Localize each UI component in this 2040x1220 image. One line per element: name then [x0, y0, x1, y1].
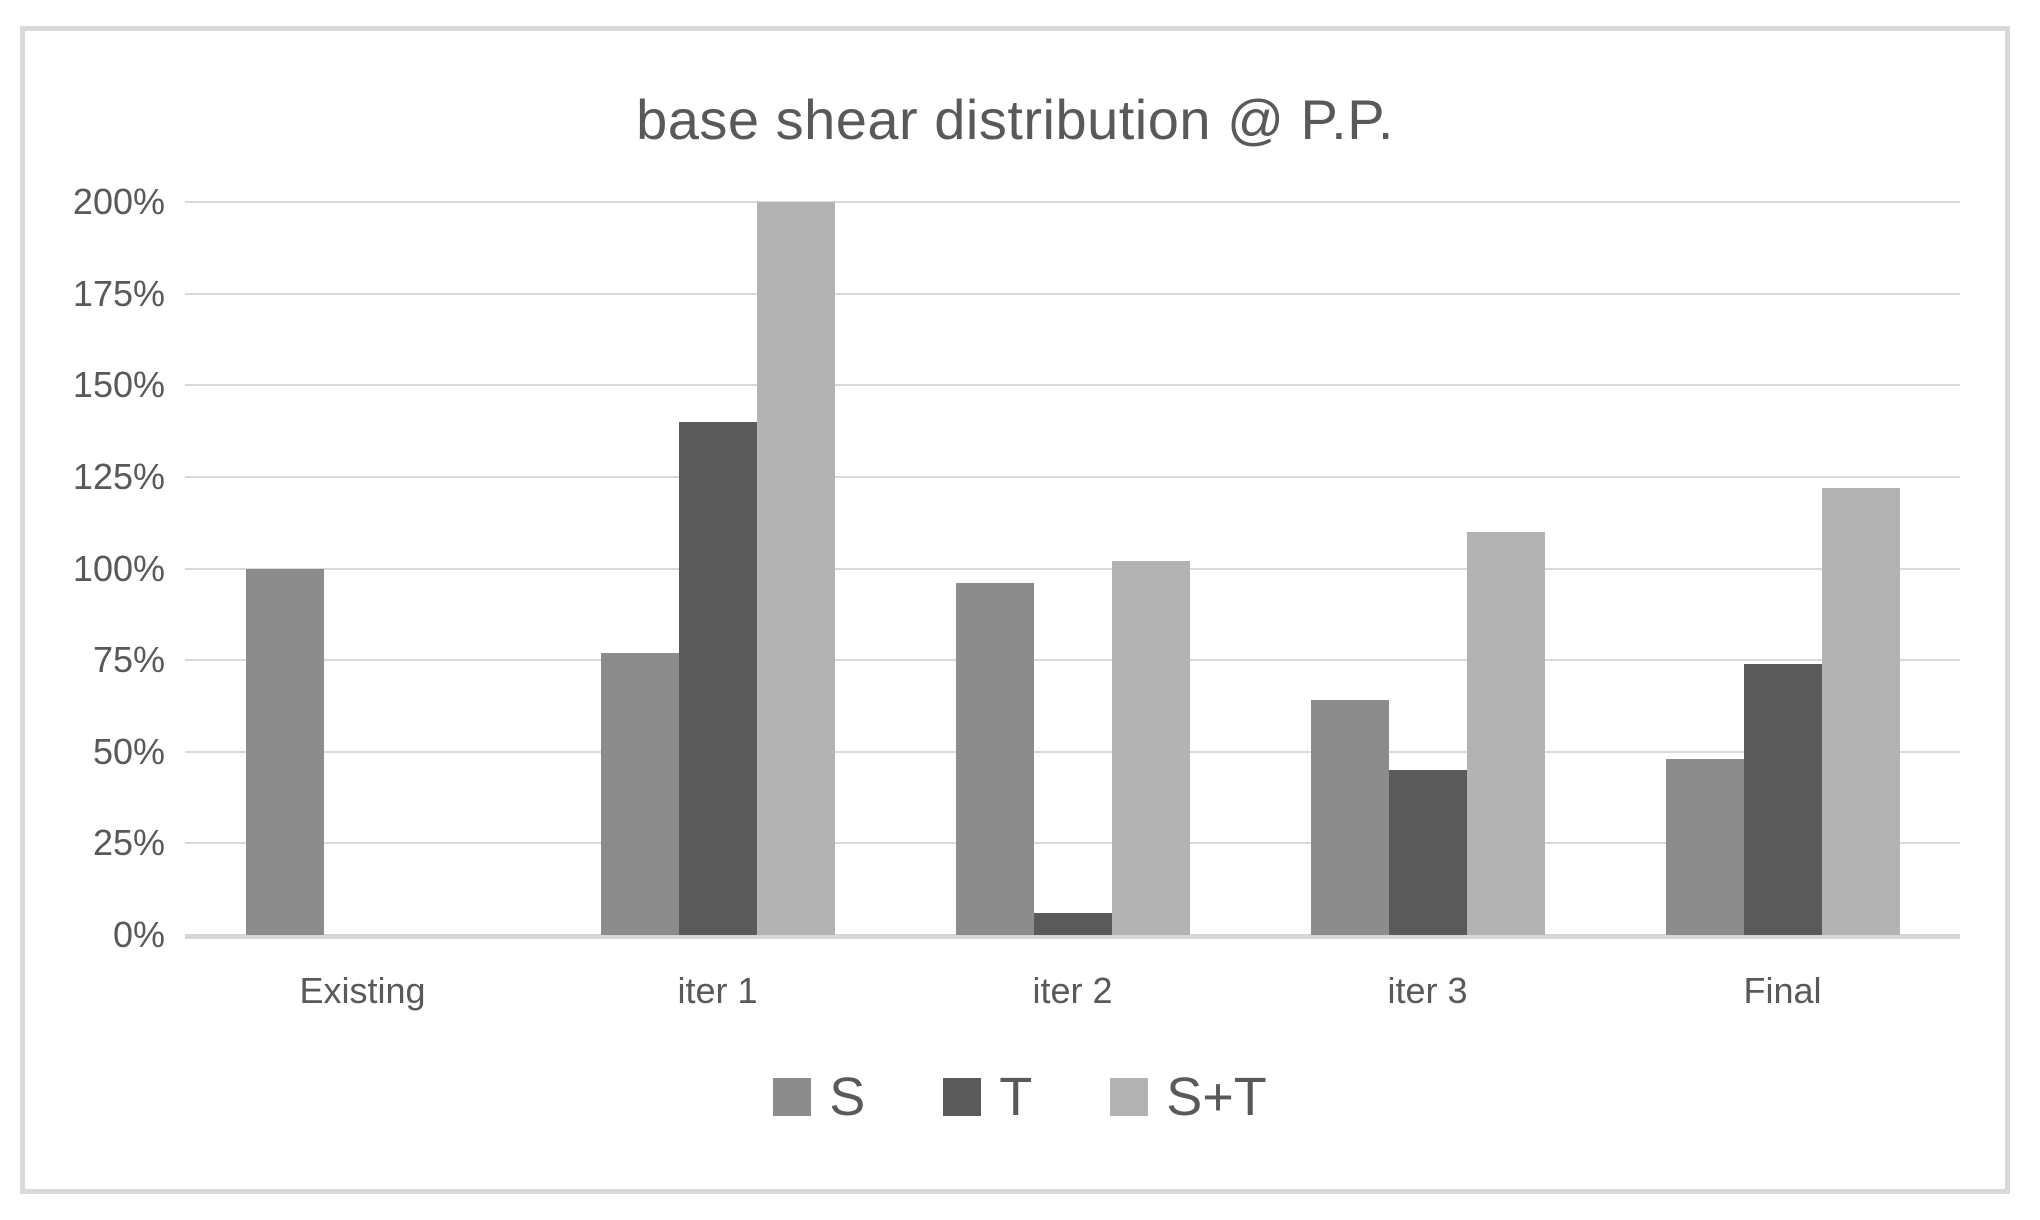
bar-S+T-Final	[1821, 487, 1900, 935]
bar-S-Final	[1665, 759, 1744, 935]
legend-label-T: T	[999, 1067, 1033, 1127]
gridline-25%	[185, 842, 1960, 845]
gridline-125%	[185, 475, 1960, 478]
bar-S+T-iter 1	[756, 202, 835, 935]
plot-area: 0% 25% 50% 75% 100% 125% 150% 175% 200% Existing…	[25, 31, 2005, 1189]
legend-item-T: T	[943, 1066, 1032, 1128]
y-tick-label-150%: 150%	[72, 364, 165, 406]
gridline-175%	[185, 292, 1960, 295]
legend-label-S: S	[829, 1067, 866, 1127]
y-tick-label-75%: 75%	[92, 639, 165, 681]
gridline-50%	[185, 750, 1960, 753]
y-tick-label-200%: 200%	[72, 181, 165, 222]
bar-T-iter 2	[1033, 913, 1112, 935]
y-tick-label-175%: 175%	[72, 272, 165, 314]
legend-label-S+T: S+T	[1166, 1067, 1267, 1127]
legend-item-S: S	[773, 1066, 865, 1128]
x-category-label-iter 2: iter 2	[1032, 970, 1113, 1011]
gridline-0%	[185, 934, 1960, 939]
y-tick-label-100%: 100%	[72, 547, 165, 589]
y-tick-label-0%: 0%	[112, 914, 165, 955]
y-tick-label-25%: 25%	[92, 822, 165, 864]
x-category-label-iter 3: iter 3	[1387, 970, 1468, 1011]
gridline-150%	[185, 384, 1960, 387]
bar-T-Final	[1743, 663, 1822, 935]
bar-T-iter 1	[678, 421, 757, 935]
legend: S T S+T	[0, 1066, 2040, 1128]
y-tick-label-50%: 50%	[92, 730, 165, 772]
gridline-100%	[185, 567, 1960, 570]
x-category-label-Existing: Existing	[299, 970, 426, 1011]
legend-swatch-T	[943, 1078, 982, 1116]
chart-title: base shear distribution @ P.P.	[636, 88, 1394, 151]
legend-item-S+T: S+T	[1110, 1066, 1267, 1128]
x-category-label-iter 1: iter 1	[677, 970, 758, 1011]
bar-T-iter 3	[1388, 770, 1467, 935]
bar-S-iter 2	[955, 583, 1034, 935]
legend-swatch-S	[773, 1078, 812, 1116]
bar-S+T-iter 3	[1466, 531, 1545, 935]
y-tick-label-125%: 125%	[72, 455, 165, 497]
chart-frame: base shear distribution @ P.P. 0% 25% 50% 7…	[20, 26, 2010, 1194]
gridline-75%	[185, 659, 1960, 662]
x-category-label-Final: Final	[1743, 970, 1822, 1011]
legend-swatch-S+T	[1110, 1078, 1149, 1116]
bar-S-iter 3	[1310, 700, 1389, 935]
bar-S-Existing	[245, 568, 324, 935]
bar-S-iter 1	[600, 652, 679, 935]
bar-S+T-iter 2	[1111, 561, 1190, 935]
gridline-200%	[185, 201, 1960, 203]
